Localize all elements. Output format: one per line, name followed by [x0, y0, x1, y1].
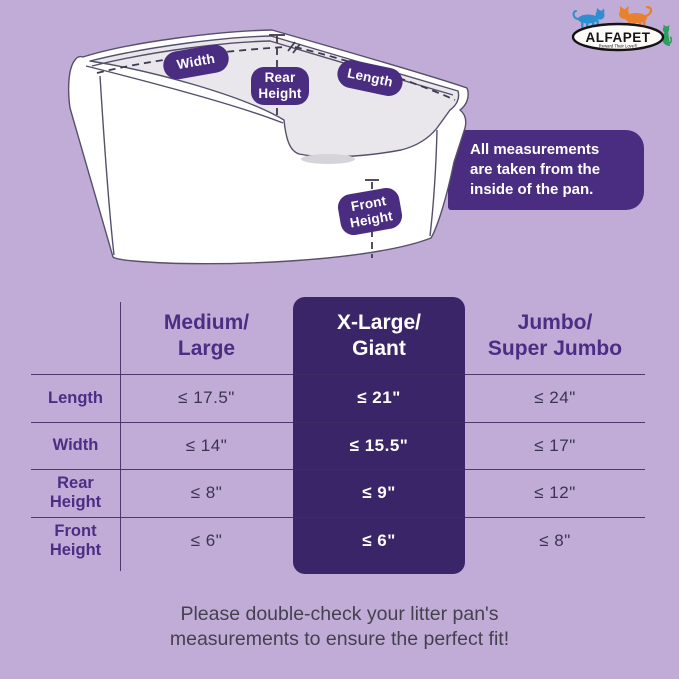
cell-rear-medium: ≤ 8"	[190, 483, 223, 502]
column-header-medium-large: Medium/ Large	[163, 310, 250, 360]
cell-front-medium: ≤ 6"	[190, 531, 223, 550]
measurement-note-box: All measurements are taken from the insi…	[448, 130, 644, 210]
size-table: Medium/ Large X-Large/ Giant Jumbo/ Supe…	[31, 297, 645, 574]
cell-length-xlarge: ≤ 21"	[357, 388, 401, 407]
column-header-jumbo-superjumbo: Jumbo/ Super Jumbo	[487, 310, 623, 360]
table-grid-line	[31, 469, 645, 470]
corner-tick-2	[292, 43, 301, 54]
brand-logo: ALFAPET Reward Their Love®	[571, 6, 672, 52]
logo-cat-orange-icon	[619, 6, 653, 28]
logo-cat-blue-icon	[572, 8, 605, 29]
logo-oval	[571, 22, 665, 52]
cell-length-jumbo: ≤ 24"	[534, 388, 576, 407]
column-header-xlarge-giant: X-Large/ Giant	[336, 310, 422, 360]
table-grid-line	[31, 374, 645, 375]
highlighted-column-background	[293, 297, 465, 574]
corner-tick-1	[287, 41, 296, 52]
cell-front-jumbo: ≤ 8"	[539, 531, 571, 550]
cell-front-xlarge: ≤ 6"	[362, 531, 396, 550]
row-label-front-height: Front Height	[49, 522, 102, 559]
pan-left-corner-edge	[99, 75, 115, 256]
pan-front-rim-line	[85, 65, 284, 124]
rear-height-label-pill: Rear Height	[251, 67, 309, 105]
logo-tagline: Reward Their Love®	[599, 44, 638, 49]
pan-right-corner-edge	[429, 129, 438, 237]
cell-width-xlarge: ≤ 15.5"	[349, 435, 409, 455]
cell-width-medium: ≤ 14"	[185, 435, 228, 455]
cell-length-medium: ≤ 17.5"	[178, 388, 235, 407]
litter-pan-illustration	[67, 29, 469, 265]
row-label-length: Length	[48, 388, 103, 407]
table-corner-blank	[31, 297, 120, 374]
pan-entry-shadow	[301, 154, 355, 164]
cell-rear-jumbo: ≤ 12"	[534, 483, 576, 502]
table-grid-line	[120, 302, 121, 571]
logo-cat-green-icon	[662, 24, 672, 46]
row-label-width: Width	[52, 436, 99, 454]
table-grid-line	[31, 517, 645, 518]
footer-note: Please double-check your litter pan's me…	[169, 603, 510, 650]
row-label-rear-height: Rear Height	[49, 474, 102, 511]
cell-rear-xlarge: ≤ 9"	[362, 483, 396, 502]
logo-wordmark: ALFAPET	[585, 30, 650, 45]
table-grid-line	[31, 422, 645, 423]
cell-width-jumbo: ≤ 17"	[534, 435, 576, 455]
